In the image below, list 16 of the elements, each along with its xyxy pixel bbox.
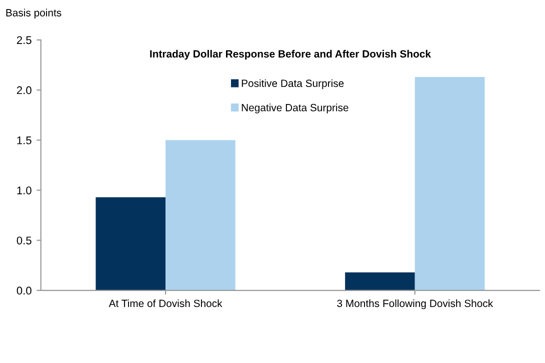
x-tick-label: 3 Months Following Dovish Shock [337, 299, 494, 310]
text: Intraday Dollar Response Before and After Dovish Shock [150, 50, 431, 60]
y-tick-label: 1.5 [17, 136, 32, 144]
legend-label: Negative Data Surprise [242, 104, 348, 114]
bar [96, 197, 166, 290]
bar [414, 77, 485, 290]
bar [345, 272, 415, 290]
y-axis-title: Basis points [6, 8, 62, 18]
y-tick-label: 2.0 [16, 86, 32, 94]
x-tick-label: At Time of Dovish Shock [108, 299, 222, 308]
bar [166, 140, 236, 290]
y-tick-label: 1.0 [17, 186, 32, 194]
y-tick-label: 0.0 [16, 286, 32, 295]
legend-label: Positive Data Surprise [242, 79, 344, 90]
y-tick-label: 0.5 [16, 236, 32, 244]
y-tick-label: 2.5 [16, 36, 32, 44]
